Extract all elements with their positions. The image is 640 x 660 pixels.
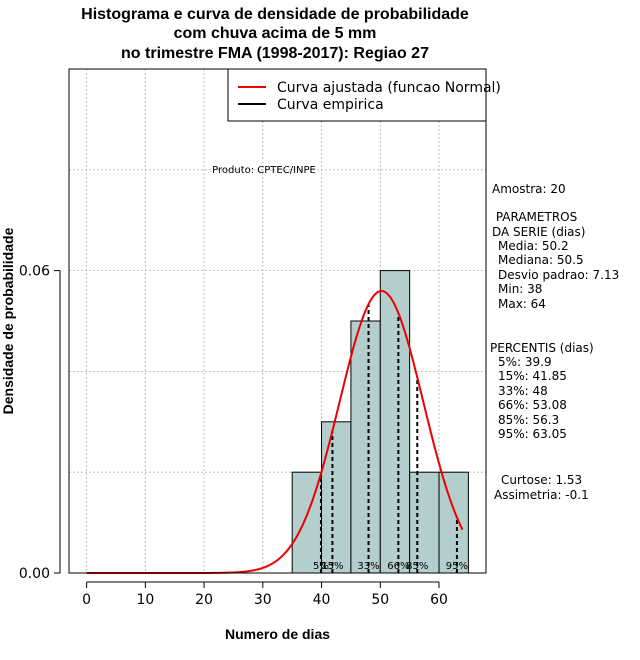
x-tick-label: 30	[254, 592, 272, 608]
stat-media: Media: 50.2	[498, 239, 569, 253]
percentile-label: 85%	[406, 561, 428, 572]
stat-desvio: Desvio padrao: 7.13	[498, 268, 620, 282]
histogram-bar	[438, 471, 469, 574]
percentil-33: 33%: 48	[498, 384, 548, 398]
chart-title-line-1: Histograma e curva de densidade de proba…	[81, 6, 469, 23]
histogram-bar	[350, 320, 381, 574]
y-axis-title: Densidade de probabilidade	[0, 227, 16, 414]
legend-box	[227, 68, 487, 122]
percentis-title: PERCENTIS (dias)	[490, 341, 594, 355]
percentile-label: 5%	[313, 561, 329, 572]
histogram-bar	[409, 471, 440, 574]
percentile-label: 33%	[357, 561, 379, 572]
percentile-label: 15%	[321, 561, 343, 572]
percentile-label: 66%	[387, 561, 409, 572]
parametros-title-2: DA SERIE (dias)	[492, 225, 586, 239]
x-tick-label: 40	[313, 592, 331, 608]
percentil-85: 85%: 56.3	[498, 413, 560, 427]
x-tick-label: 0	[82, 592, 91, 608]
stat-assimetria: Assimetria: -0.1	[494, 488, 589, 502]
stat-min: Min: 38	[498, 282, 543, 296]
stat-max: Max: 64	[498, 297, 546, 311]
product-annotation: Produto: CPTEC/INPE	[212, 165, 316, 176]
percentil-15: 15%: 41.85	[498, 369, 567, 383]
histogram-bar	[379, 270, 411, 574]
y-tick-label: 0.00	[19, 566, 50, 582]
percentil-95: 95%: 63.05	[498, 427, 567, 441]
percentile-label: 95%	[446, 561, 468, 572]
stat-mediana: Mediana: 50.5	[498, 253, 584, 267]
chart-title-line-2: com chuva acima de 5 mm	[173, 25, 377, 42]
y-tick-label: 0.06	[19, 264, 50, 280]
x-axis-title: Numero de dias	[225, 626, 330, 642]
x-tick-label: 10	[136, 592, 154, 608]
chart-title-line-3: no trimestre FMA (1998-2017): Regiao 27	[121, 45, 429, 62]
legend-label: Curva empirica	[277, 97, 384, 113]
stat-amostra: Amostra: 20	[492, 182, 566, 196]
x-tick-label: 60	[430, 592, 448, 608]
x-tick-label: 20	[195, 592, 213, 608]
legend-label: Curva ajustada (funcao Normal)	[277, 80, 501, 96]
parametros-title-1: PARAMETROS	[492, 210, 578, 224]
stat-curtose: Curtose: 1.53	[501, 473, 583, 487]
x-tick-label: 50	[371, 592, 389, 608]
percentil-5: 5%: 39.9	[498, 355, 552, 369]
percentil-66: 66%: 53.08	[498, 398, 567, 412]
histogram-bar	[321, 421, 352, 574]
